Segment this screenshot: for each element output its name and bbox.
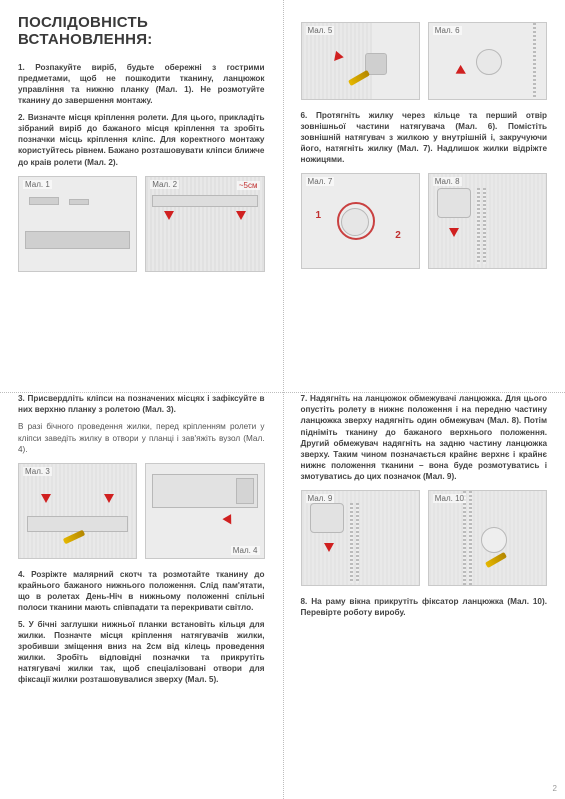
figure-8-label: Мал. 8 <box>433 177 462 186</box>
figure-4-label: Мал. 4 <box>231 546 260 555</box>
step-5: 5. У бічні заглушки нижньої планки встан… <box>18 619 265 685</box>
horizontal-divider <box>0 392 565 393</box>
quadrant-bottom-right: 7. Надягніть на ланцюжок обмежувачі ланц… <box>283 379 565 799</box>
figure-5-label: Мал. 5 <box>306 26 335 35</box>
figure-4: Мал. 4 <box>145 463 264 559</box>
figure-1: Мал. 1 <box>18 176 137 272</box>
step-8: 8. На раму вікна прикрутіть фіксатор лан… <box>301 596 548 618</box>
figure-7-num1: 1 <box>316 210 322 221</box>
fig-row-7-8: Мал. 7 1 2 Мал. 8 <box>301 173 548 269</box>
figure-5: Мал. 5 <box>301 22 420 100</box>
step-3b: В разі бічного проведення жилки, перед к… <box>18 421 265 454</box>
figure-7-num2: 2 <box>395 230 401 241</box>
quadrant-bottom-left: 3. Присвердліть кліпси на позначених міс… <box>0 379 283 799</box>
figure-9: Мал. 9 <box>301 490 420 586</box>
step-6: 6. Протягніть жилку через кільце та перш… <box>301 110 548 165</box>
figure-10-label: Мал. 10 <box>433 494 466 503</box>
page-title: ПОСЛІДОВНІСТЬ ВСТАНОВЛЕННЯ: <box>18 14 265 48</box>
step-7: 7. Надягніть на ланцюжок обмежувачі ланц… <box>301 393 548 482</box>
step-2: 2. Визначте місця кріплення ролети. Для … <box>18 112 265 167</box>
figure-8: Мал. 8 <box>428 173 547 269</box>
figure-2-label: Мал. 2 <box>150 180 179 189</box>
fig-row-9-10: Мал. 9 Мал. 10 <box>301 490 548 586</box>
step-3: 3. Присвердліть кліпси на позначених міс… <box>18 393 265 415</box>
figure-6-label: Мал. 6 <box>433 26 462 35</box>
fig-row-3-4: Мал. 3 Мал. 4 <box>18 463 265 559</box>
figure-2: Мал. 2 ~5см <box>145 176 264 272</box>
figure-2-dim: ~5см <box>237 181 260 190</box>
figure-7: Мал. 7 1 2 <box>301 173 420 269</box>
figure-6: Мал. 6 <box>428 22 547 100</box>
figure-9-label: Мал. 9 <box>306 494 335 503</box>
figure-10: Мал. 10 <box>428 490 547 586</box>
fig-row-1-2: Мал. 1 Мал. 2 ~5см <box>18 176 265 272</box>
page-number: 2 <box>553 784 557 793</box>
step-1: 1. Розпакуйте виріб, будьте обережні з г… <box>18 62 265 106</box>
figure-3-label: Мал. 3 <box>23 467 52 476</box>
fig-row-5-6: Мал. 5 Мал. 6 <box>301 22 548 100</box>
quadrant-top-right: Мал. 5 Мал. 6 6. Протягніть жилку через … <box>283 0 565 379</box>
step-4: 4. Розріжте малярний скотч та розмотайте… <box>18 569 265 613</box>
figure-3: Мал. 3 <box>18 463 137 559</box>
quadrant-top-left: ПОСЛІДОВНІСТЬ ВСТАНОВЛЕННЯ: 1. Розпакуйт… <box>0 0 283 379</box>
figure-1-label: Мал. 1 <box>23 180 52 189</box>
figure-7-label: Мал. 7 <box>306 177 335 186</box>
vertical-divider <box>283 0 284 799</box>
